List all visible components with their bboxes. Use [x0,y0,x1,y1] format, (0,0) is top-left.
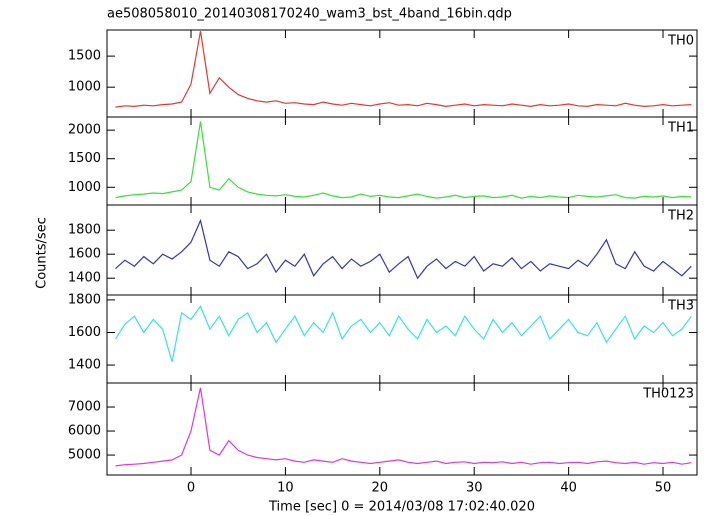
x-tick-label: 0 [187,481,195,496]
y-tick-label: 1800 [68,223,101,238]
panel-label: TH0 [667,34,694,49]
x-tick-label: 30 [466,481,483,496]
x-tick-label: 40 [560,481,577,496]
y-tick-label: 1400 [68,358,101,373]
y-tick-label: 6000 [68,424,101,439]
panel-label: TH3 [667,299,694,314]
y-tick-label: 7000 [68,400,101,415]
chart-title: ae508058010_20140308170240_wam3_bst_4ban… [107,7,512,22]
y-tick-label: 2000 [68,123,101,138]
x-tick-label: 50 [655,481,672,496]
panel-label: TH1 [667,121,694,136]
y-tick-label: 1000 [68,80,101,95]
y-tick-label: 1000 [68,180,101,195]
y-tick-label: 5000 [68,448,101,463]
y-tick-label: 1800 [68,292,101,307]
panel-label: TH2 [667,209,694,224]
y-axis-label: Counts/sec [35,217,50,289]
y-tick-label: 1400 [68,271,101,286]
x-tick-label: 20 [372,481,389,496]
data-line [115,121,692,199]
y-tick-label: 1600 [68,325,101,340]
y-tick-label: 1600 [68,247,101,262]
x-tick-label: 10 [277,481,294,496]
data-line [115,31,692,108]
data-line [115,387,692,467]
panel-label: TH0123 [642,387,694,402]
data-line [115,218,692,280]
y-tick-label: 1500 [68,151,101,166]
data-line [114,305,692,362]
x-axis-label: Time [sec] 0 = 2014/03/08 17:02:40.020 [268,500,535,515]
y-tick-label: 1500 [68,49,101,64]
panel-frame [106,382,698,476]
